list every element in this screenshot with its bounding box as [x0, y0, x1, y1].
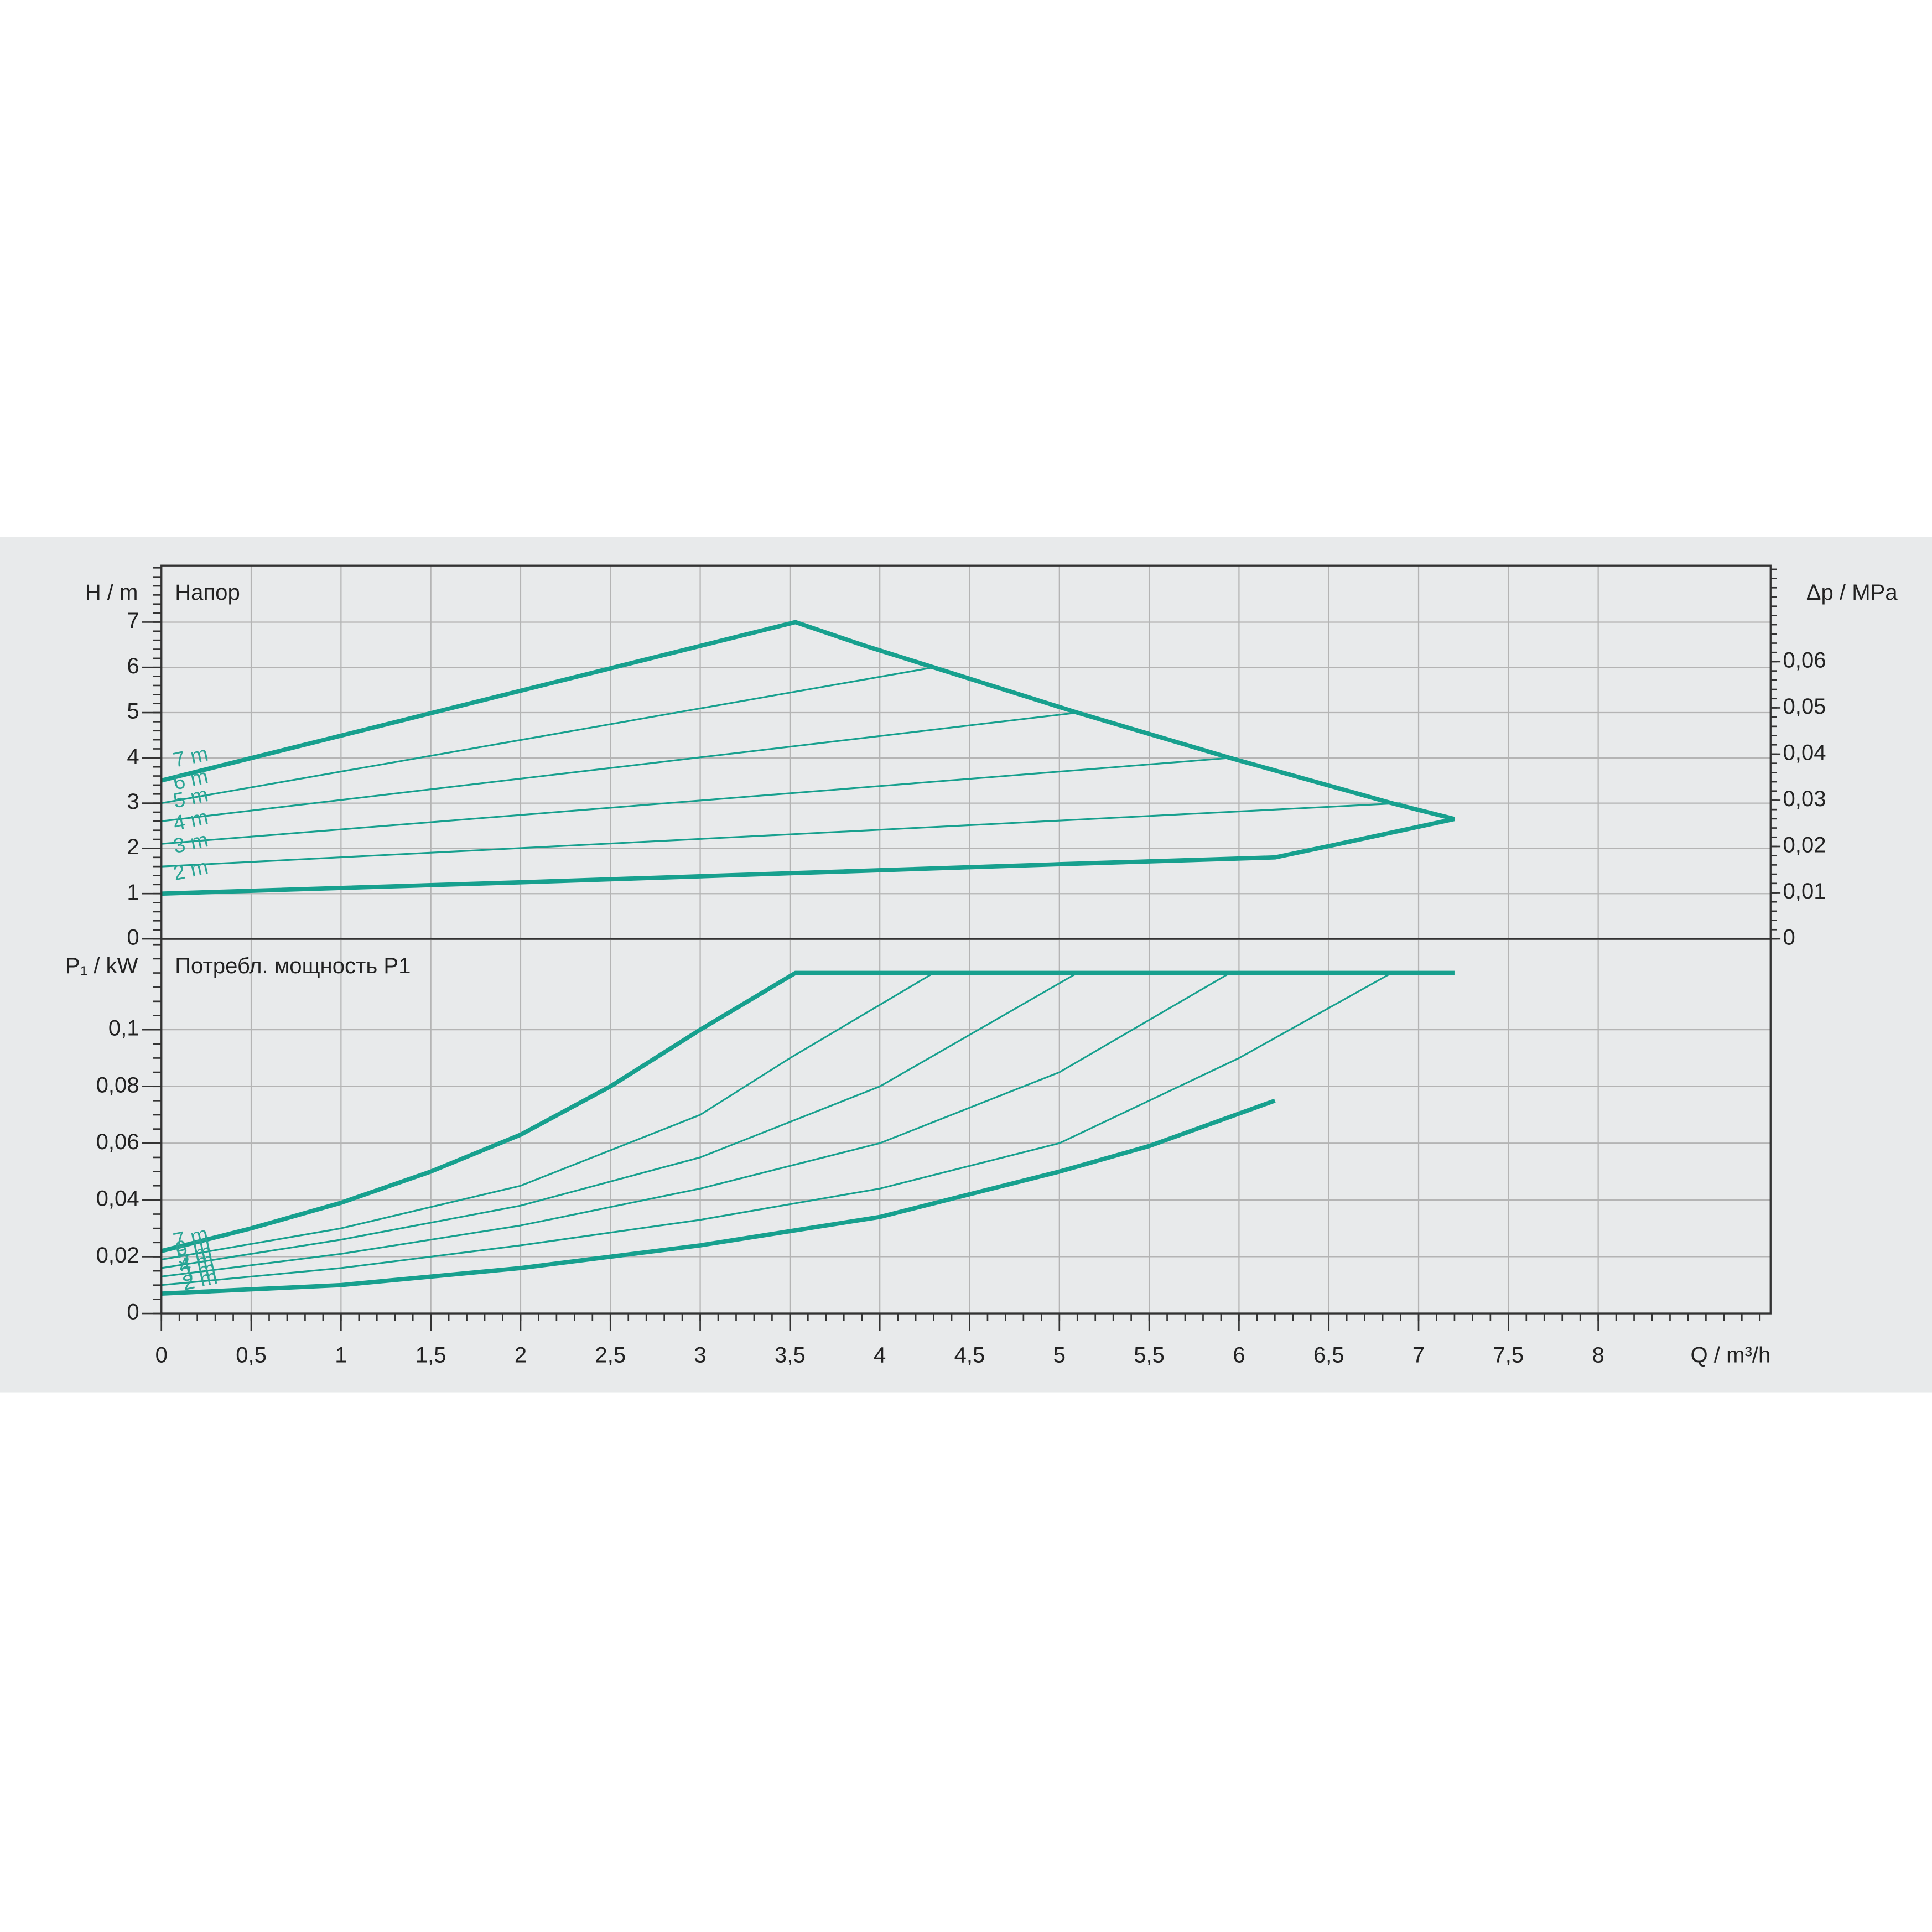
y-tick-label: 0: [127, 926, 139, 950]
y2-tick-label: 0,01: [1783, 879, 1826, 903]
x-tick-label: 3,5: [775, 1343, 806, 1368]
y2-tick-label: 0,06: [1783, 648, 1826, 673]
curve: [161, 972, 1078, 1269]
y-tick-label: 0,02: [96, 1243, 139, 1268]
x-tick-label: 7: [1412, 1343, 1425, 1368]
curve: [161, 817, 1455, 896]
y2-tick-label: 0: [1783, 926, 1795, 950]
x-tick-label: 7,5: [1493, 1343, 1524, 1368]
curve: [160, 620, 1455, 822]
y-tick-label: 6: [127, 654, 139, 678]
curve: [161, 972, 934, 1261]
x-tick-label: 5: [1053, 1343, 1066, 1368]
y2-tick-label: 0,05: [1783, 694, 1826, 719]
curve: [160, 970, 1455, 1253]
y-tick-label: 0,04: [96, 1186, 139, 1211]
x-tick-label: 6: [1233, 1343, 1245, 1368]
curve: [161, 757, 1230, 845]
y-tick-label: 4: [127, 744, 139, 768]
curve: [161, 711, 1078, 822]
x-tick-label: 1: [335, 1343, 347, 1368]
y-axis-label: P₁ / kW: [65, 954, 138, 978]
chart-title: Напор: [175, 580, 240, 605]
y-tick-label: 7: [127, 609, 139, 633]
y2-tick-label: 0,04: [1783, 741, 1826, 765]
y-tick-label: 0,1: [108, 1016, 139, 1041]
x-tick-label: 0: [155, 1343, 168, 1368]
y-tick-label: 0,08: [96, 1073, 139, 1097]
x-axis-label: Q / m³/h: [1691, 1343, 1771, 1368]
x-tick-label: 2: [515, 1343, 527, 1368]
y-tick-label: 5: [127, 699, 139, 724]
y-tick-label: 0: [127, 1300, 139, 1325]
curve: [161, 972, 1230, 1277]
x-tick-label: 0,5: [236, 1343, 267, 1368]
curve: [161, 666, 934, 804]
y2-tick-label: 0,03: [1783, 787, 1826, 811]
chart-title: Потребл. мощность P1: [175, 954, 411, 978]
x-tick-label: 2,5: [595, 1343, 626, 1368]
x-tick-label: 4,5: [954, 1343, 985, 1368]
x-tick-label: 4: [874, 1343, 886, 1368]
curve: [161, 1098, 1276, 1296]
x-tick-label: 8: [1592, 1343, 1604, 1368]
x-tick-label: 6,5: [1313, 1343, 1344, 1368]
y2-axis-label: Δp / MPa: [1806, 580, 1898, 605]
x-tick-label: 5,5: [1134, 1343, 1165, 1368]
y-tick-label: 3: [127, 790, 139, 814]
y2-tick-label: 0,02: [1783, 833, 1826, 858]
y-axis-label: H / m: [85, 580, 138, 605]
curve: [161, 972, 1393, 1286]
curve: [161, 802, 1401, 868]
x-tick-label: 1,5: [416, 1343, 446, 1368]
y-tick-label: 2: [127, 835, 139, 859]
plot-frame: [160, 938, 1772, 1315]
y-tick-label: 0,06: [96, 1130, 139, 1154]
y-tick-label: 1: [127, 880, 139, 905]
x-tick-label: 3: [694, 1343, 706, 1368]
